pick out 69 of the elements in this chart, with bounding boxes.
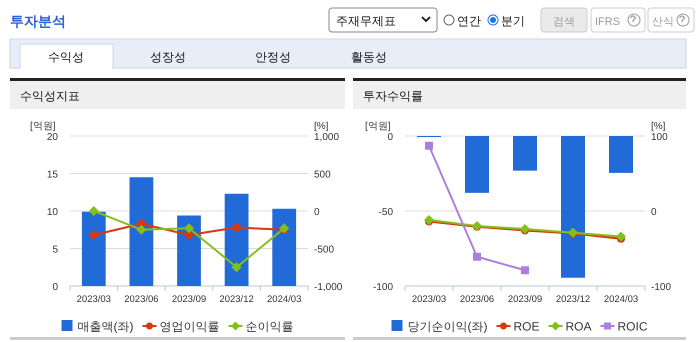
legend-label: ROA [566,320,592,334]
x-tick-label: 2023/03 [76,294,111,305]
text: IFRS [595,16,620,28]
point [279,223,290,234]
y2-axis-title: [%] [314,121,329,132]
text: 검색 [553,16,575,28]
text: 투자분석 [10,13,66,29]
text: 안정성 [255,50,291,64]
text: 연간 [457,14,481,28]
text: 주재무제표 [336,14,396,28]
text: 수익성 [48,50,84,64]
text: 분기 [501,14,525,28]
point [616,232,626,242]
y2-tick-label: 0 [651,207,657,218]
y2-tick-label: -100 [651,282,672,293]
point [90,231,98,239]
bar [224,194,248,286]
x-tick-label: 2023/09 [508,294,542,305]
y2-tick-label: 1,000 [314,132,340,143]
legend-label: 당기순이익(좌) [407,320,488,334]
point [425,142,433,150]
y-axis-title: [억원] [30,121,56,132]
point [521,266,529,274]
x-tick-label: 2023/03 [412,294,446,305]
point [232,224,241,232]
x-tick-label: 2023/12 [556,294,590,305]
x-tick-label: 2023/09 [172,294,206,305]
y-tick-label: 0 [387,132,394,143]
x-tick-label: 2023/06 [460,294,494,305]
text: 활동성 [351,50,387,64]
point [473,252,481,261]
text: 산식 [652,16,674,28]
y2-tick-label: 0 [314,207,320,218]
point [424,215,434,225]
bar [177,216,201,286]
bar [82,212,106,286]
y-tick-label: 15 [46,170,58,180]
x-tick-label: 2023/06 [124,294,159,305]
y-tick-label: -100 [372,282,394,293]
chart-title: 투자수익률 [363,89,423,103]
y2-tick-label: 500 [314,170,332,180]
point [520,224,530,234]
bar [272,208,296,286]
y2-tick-label: -1,000 [314,282,343,293]
legend-label: ROIC [618,320,648,334]
legend-label: ROE [513,320,540,334]
point [88,206,99,216]
x-tick-label: 2024/03 [267,294,302,305]
legend-label: 매출액(좌) [78,320,134,334]
legend-label: 영업이익률 [160,320,220,334]
x-tick-label: 2024/03 [604,294,638,305]
point [232,262,242,272]
point [185,231,193,239]
y-tick-label: 20 [46,132,58,143]
y2-tick-label: 100 [651,132,668,143]
point [184,223,194,234]
y-tick-label: 0 [52,282,58,293]
y-tick-label: 10 [46,207,58,218]
y2-tick-label: -500 [314,244,334,256]
chart-title: 수익성지표 [20,89,80,103]
point [136,224,146,235]
y-tick-label: 5 [52,244,58,256]
bar [130,177,154,286]
y-axis-title: [억원] [365,121,391,132]
legend-label: 순이익률 [246,320,294,334]
y2-axis-title: [%] [651,121,666,132]
text: 성장성 [150,50,186,64]
x-tick-label: 2023/12 [219,294,254,305]
y-tick-label: -50 [378,207,394,218]
